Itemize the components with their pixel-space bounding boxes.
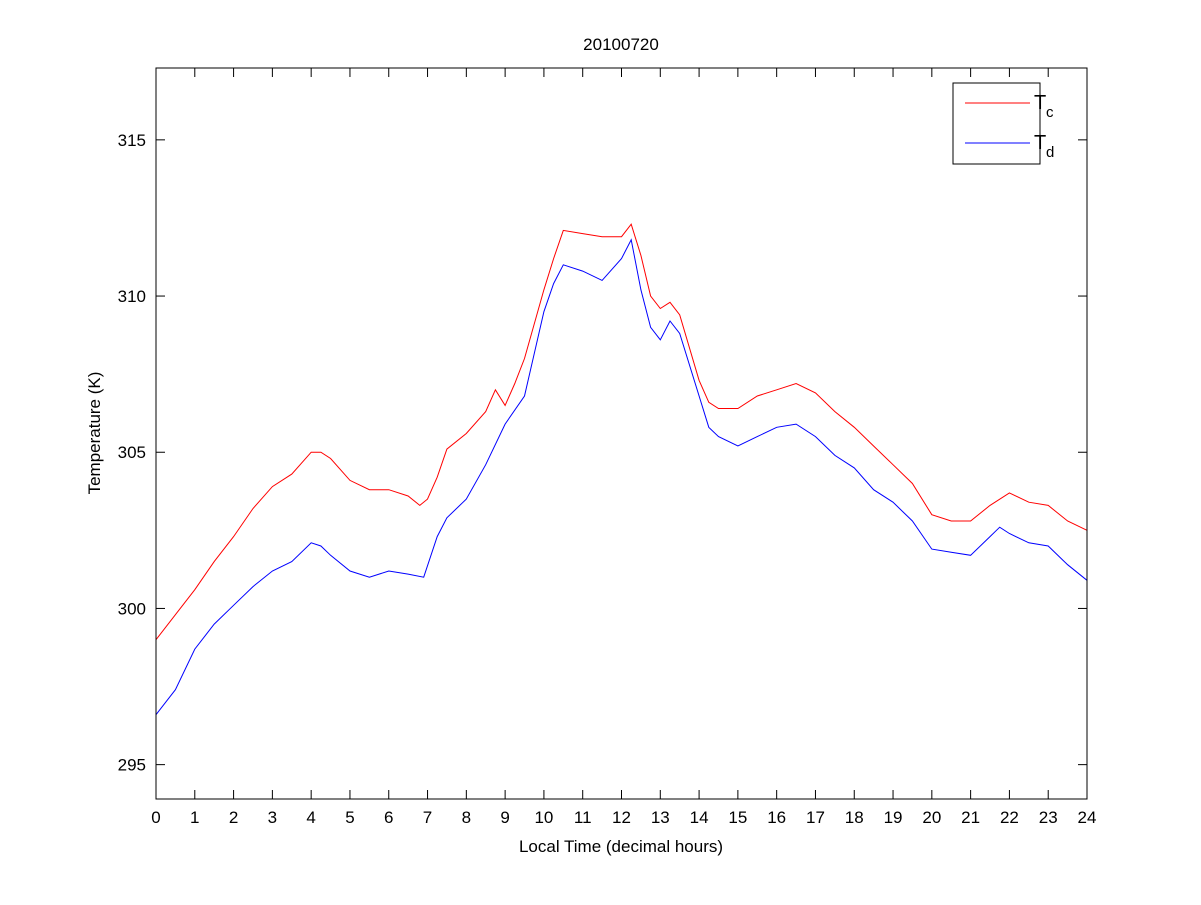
x-tick-label: 8 (462, 808, 471, 827)
x-tick-label: 17 (806, 808, 825, 827)
x-tick-label: 10 (534, 808, 553, 827)
legend-box (952, 82, 1041, 165)
x-tick-label: 0 (151, 808, 160, 827)
legend-subscript: d (1046, 144, 1054, 161)
x-tick-label: 20 (922, 808, 941, 827)
y-tick-label: 295 (118, 756, 146, 775)
legend-subscript: c (1046, 104, 1054, 121)
x-tick-label: 18 (845, 808, 864, 827)
x-tick-label: 15 (728, 808, 747, 827)
y-tick-label: 315 (118, 131, 146, 150)
x-tick-label: 24 (1078, 808, 1097, 827)
x-tick-label: 9 (500, 808, 509, 827)
x-tick-label: 14 (690, 808, 709, 827)
y-tick-label: 300 (118, 599, 146, 618)
y-tick-label: 305 (118, 443, 146, 462)
x-tick-label: 3 (268, 808, 277, 827)
x-tick-label: 5 (345, 808, 354, 827)
x-tick-label: 21 (961, 808, 980, 827)
legend-label: T (1034, 92, 1046, 114)
x-tick-label: 16 (767, 808, 786, 827)
x-tick-label: 19 (884, 808, 903, 827)
plot-frame (155, 67, 1088, 800)
y-tick-label: 310 (118, 287, 146, 306)
chart-title: 20100720 (583, 35, 659, 54)
x-axis-label: Local Time (decimal hours) (519, 837, 723, 856)
series-line-Tc (155, 223, 1088, 641)
x-tick-label: 12 (612, 808, 631, 827)
legend-label: T (1034, 132, 1046, 154)
x-tick-label: 2 (229, 808, 238, 827)
x-tick-label: 13 (651, 808, 670, 827)
x-tick-label: 7 (423, 808, 432, 827)
x-tick-label: 1 (190, 808, 199, 827)
x-tick-label: 23 (1039, 808, 1058, 827)
y-axis-label: Temperature (K) (85, 372, 104, 495)
series-line-Td (155, 238, 1088, 716)
x-tick-label: 22 (1000, 808, 1019, 827)
x-tick-label: 4 (306, 808, 315, 827)
x-tick-label: 6 (384, 808, 393, 827)
x-tick-label: 11 (574, 808, 592, 827)
